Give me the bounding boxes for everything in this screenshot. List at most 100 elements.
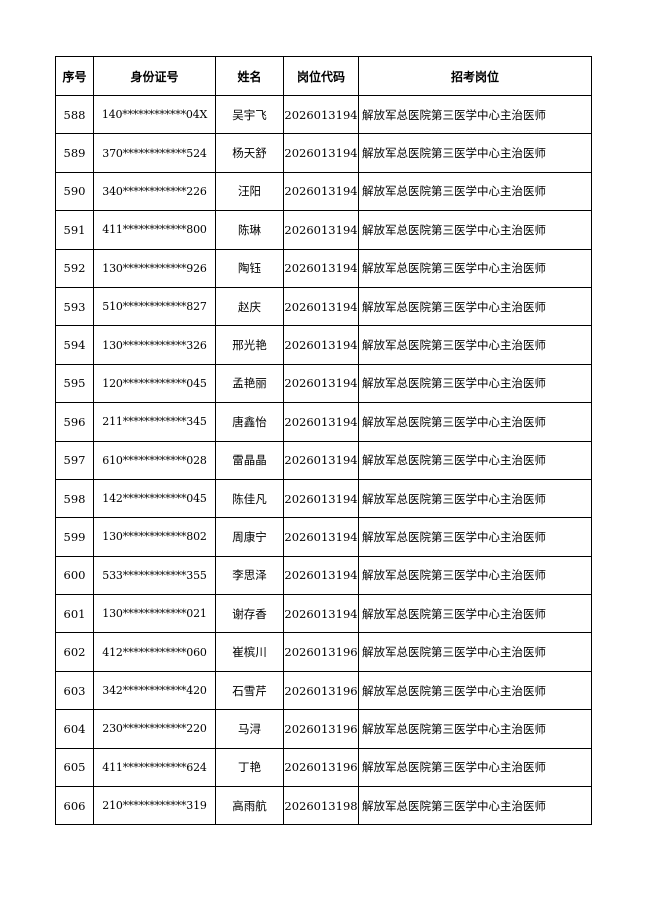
cell-name: 雷晶晶 xyxy=(215,440,284,480)
table-row: 588 140************04X 吴宇飞 2026013194 解放军总医院… xyxy=(55,94,592,135)
cell-id-number: 120************045 xyxy=(93,363,216,404)
cell-position: 解放军总医院第三医学中心主治医师 xyxy=(358,363,592,404)
cell-index: 594 xyxy=(55,325,94,365)
cell-position: 解放军总医院第三医学中心主治医师 xyxy=(358,747,592,788)
cell-position: 解放军总医院第三医学中心主治医师 xyxy=(358,286,592,327)
cell-index: 588 xyxy=(55,94,94,135)
table-row: 592 130************926 陶钰 2026013194 解放军总医院第… xyxy=(55,248,592,288)
cell-position: 解放军总医院第三医学中心主治医师 xyxy=(358,440,592,480)
cell-position-code: 2026013196 xyxy=(283,632,359,672)
table-row: 594 130************326 邢光艳 2026013194 解放军总医院… xyxy=(55,325,592,365)
table-row: 601 130************021 谢存香 2026013194 解放军总医院… xyxy=(55,594,592,634)
cell-name: 谢存香 xyxy=(215,594,284,634)
table-row: 590 340************226 汪阳 2026013194 解放军总医院第… xyxy=(55,171,592,212)
table-row: 596 211************345 唐鑫怡 2026013194 解放军总医院… xyxy=(55,402,592,442)
cell-name: 崔槟川 xyxy=(215,632,284,672)
header-id-number: 身份证号 xyxy=(93,56,216,96)
cell-position: 解放军总医院第三医学中心主治医师 xyxy=(358,171,592,212)
cell-position-code: 2026013196 xyxy=(283,670,359,711)
cell-id-number: 411************800 xyxy=(93,210,216,250)
cell-id-number: 412************060 xyxy=(93,632,216,672)
cell-name: 丁艳 xyxy=(215,747,284,788)
cell-position-code: 2026013194 xyxy=(283,363,359,404)
cell-position-code: 2026013194 xyxy=(283,402,359,442)
cell-position: 解放军总医院第三医学中心主治医师 xyxy=(358,478,592,519)
cell-name: 陈佳凡 xyxy=(215,478,284,519)
table-row: 595 120************045 孟艳丽 2026013194 解放军总医院… xyxy=(55,363,592,404)
cell-position: 解放军总医院第三医学中心主治医师 xyxy=(358,133,592,173)
cell-id-number: 411************624 xyxy=(93,747,216,788)
cell-index: 604 xyxy=(55,709,94,749)
cell-index: 596 xyxy=(55,402,94,442)
table-row: 597 610************028 雷晶晶 2026013194 解放军总医院… xyxy=(55,440,592,480)
cell-name: 杨天舒 xyxy=(215,133,284,173)
table-row: 599 130************802 周康宁 2026013194 解放军总医院… xyxy=(55,517,592,557)
cell-name: 高雨航 xyxy=(215,786,284,826)
cell-index: 592 xyxy=(55,248,94,288)
cell-id-number: 210************319 xyxy=(93,786,216,826)
cell-name: 石雪芹 xyxy=(215,670,284,711)
cell-position: 解放军总医院第三医学中心主治医师 xyxy=(358,248,592,288)
cell-name: 吴宇飞 xyxy=(215,94,284,135)
cell-id-number: 340************226 xyxy=(93,171,216,212)
cell-id-number: 370************524 xyxy=(93,133,216,173)
cell-id-number: 510************827 xyxy=(93,286,216,327)
cell-index: 591 xyxy=(55,210,94,250)
cell-position-code: 2026013196 xyxy=(283,709,359,749)
cell-name: 陶钰 xyxy=(215,248,284,288)
cell-id-number: 211************345 xyxy=(93,402,216,442)
cell-id-number: 342************420 xyxy=(93,670,216,711)
cell-id-number: 140************04X xyxy=(93,94,216,135)
cell-position-code: 2026013194 xyxy=(283,517,359,557)
cell-position: 解放军总医院第三医学中心主治医师 xyxy=(358,594,592,634)
cell-position-code: 2026013194 xyxy=(283,94,359,135)
table-row: 603 342************420 石雪芹 2026013196 解放军总医院… xyxy=(55,670,592,711)
header-name: 姓名 xyxy=(215,56,284,96)
cell-position-code: 2026013194 xyxy=(283,555,359,596)
cell-index: 597 xyxy=(55,440,94,480)
cell-position-code: 2026013194 xyxy=(283,171,359,212)
cell-position: 解放军总医院第三医学中心主治医师 xyxy=(358,325,592,365)
header-position-code: 岗位代码 xyxy=(283,56,359,96)
cell-position-code: 2026013194 xyxy=(283,286,359,327)
cell-position: 解放军总医院第三医学中心主治医师 xyxy=(358,517,592,557)
table-row: 604 230************220 马浔 2026013196 解放军总医院第… xyxy=(55,709,592,749)
cell-index: 593 xyxy=(55,286,94,327)
cell-id-number: 130************326 xyxy=(93,325,216,365)
table-header-row: 序号 身份证号 姓名 岗位代码 招考岗位 xyxy=(55,56,592,96)
cell-name: 陈琳 xyxy=(215,210,284,250)
table-row: 591 411************800 陈琳 2026013194 解放军总医院第… xyxy=(55,210,592,250)
cell-id-number: 130************021 xyxy=(93,594,216,634)
table-row: 598 142************045 陈佳凡 2026013194 解放军总医院… xyxy=(55,478,592,519)
cell-index: 595 xyxy=(55,363,94,404)
cell-index: 603 xyxy=(55,670,94,711)
cell-name: 周康宁 xyxy=(215,517,284,557)
cell-position: 解放军总医院第三医学中心主治医师 xyxy=(358,670,592,711)
cell-position: 解放军总医院第三医学中心主治医师 xyxy=(358,210,592,250)
cell-index: 590 xyxy=(55,171,94,212)
cell-id-number: 130************926 xyxy=(93,248,216,288)
header-index: 序号 xyxy=(55,56,94,96)
cell-position: 解放军总医院第三医学中心主治医师 xyxy=(358,632,592,672)
cell-position-code: 2026013194 xyxy=(283,594,359,634)
cell-name: 赵庆 xyxy=(215,286,284,327)
header-position: 招考岗位 xyxy=(358,56,592,96)
cell-position-code: 2026013194 xyxy=(283,133,359,173)
table-row: 600 533************355 李思泽 2026013194 解放军总医院… xyxy=(55,555,592,596)
cell-name: 李思泽 xyxy=(215,555,284,596)
cell-id-number: 533************355 xyxy=(93,555,216,596)
cell-index: 598 xyxy=(55,478,94,519)
cell-index: 589 xyxy=(55,133,94,173)
cell-position-code: 2026013196 xyxy=(283,747,359,788)
cell-index: 605 xyxy=(55,747,94,788)
table-row: 605 411************624 丁艳 2026013196 解放军总医院第… xyxy=(55,747,592,788)
cell-index: 606 xyxy=(55,786,94,826)
cell-index: 602 xyxy=(55,632,94,672)
cell-position-code: 2026013198 xyxy=(283,786,359,826)
cell-name: 邢光艳 xyxy=(215,325,284,365)
cell-position: 解放军总医院第三医学中心主治医师 xyxy=(358,555,592,596)
cell-position: 解放军总医院第三医学中心主治医师 xyxy=(358,709,592,749)
cell-name: 汪阳 xyxy=(215,171,284,212)
cell-id-number: 610************028 xyxy=(93,440,216,480)
cell-id-number: 230************220 xyxy=(93,709,216,749)
